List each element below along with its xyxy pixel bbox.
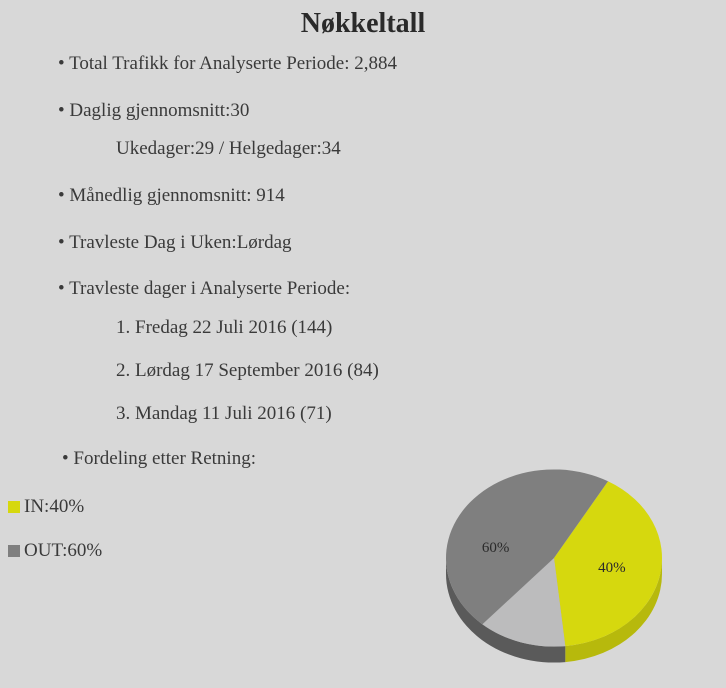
stat-busiest-period: Travleste dager i Analyserte Periode: 1.… — [58, 277, 726, 426]
busiest-day: 2. Lørdag 17 September 2016 (84) — [116, 359, 726, 384]
stat-text: Travleste Dag i Uken:Lørdag — [69, 232, 292, 253]
legend-label-in: IN:40% — [24, 496, 84, 518]
legend-out: OUT:60% — [8, 540, 102, 562]
stat-text: Daglig gjennomsnitt:30 — [69, 100, 249, 121]
stat-daily-breakdown: Ukedager:29 / Helgedager:34 — [58, 137, 726, 162]
pie-svg — [438, 450, 670, 682]
stat-busiest-weekday: Travleste Dag i Uken:Lørdag — [58, 231, 726, 256]
stat-text: Total Trafikk for Analyserte Periode: 2,… — [69, 53, 397, 74]
legend-label-out: OUT:60% — [24, 540, 102, 562]
stat-total-traffic: Total Trafikk for Analyserte Periode: 2,… — [58, 52, 726, 77]
page: Nøkkeltall Total Trafikk for Analyserte … — [0, 0, 726, 688]
stat-text: Fordeling etter Retning: — [73, 448, 256, 469]
legend-in: IN:40% — [8, 496, 102, 518]
pie-label-in: 40% — [598, 560, 626, 577]
legend-swatch-in — [8, 501, 20, 513]
legend-swatch-out — [8, 545, 20, 557]
stats-list: Total Trafikk for Analyserte Periode: 2,… — [0, 44, 726, 426]
stat-daily-avg: Daglig gjennomsnitt:30 Ukedager:29 / Hel… — [58, 99, 726, 162]
busiest-days-list: 1. Fredag 22 Juli 2016 (144) 2. Lørdag 1… — [58, 316, 726, 426]
page-title: Nøkkeltall — [0, 0, 726, 44]
pie-label-out: 60% — [482, 540, 510, 557]
stat-text: Travleste dager i Analyserte Periode: — [69, 278, 350, 299]
busiest-day: 1. Fredag 22 Juli 2016 (144) — [116, 316, 726, 341]
stat-text: Månedlig gjennomsnitt: 914 — [69, 185, 284, 206]
pie-legend: IN:40% OUT:60% — [8, 496, 102, 584]
pie-chart: 40% 60% — [438, 450, 670, 682]
stat-monthly-avg: Månedlig gjennomsnitt: 914 — [58, 184, 726, 209]
busiest-day: 3. Mandag 11 Juli 2016 (71) — [116, 402, 726, 427]
